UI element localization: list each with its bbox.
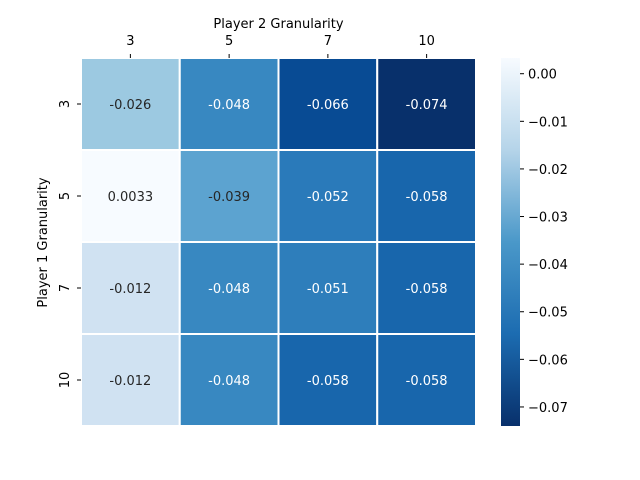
colorbar-tick-label: 0.00 [528, 68, 557, 83]
cell-annotation: -0.039 [208, 190, 250, 205]
cell-annotation: -0.058 [307, 374, 349, 389]
cell-annotation: -0.012 [109, 282, 151, 297]
colorbar: 0.00 −0.01 −0.02 −0.03 −0.04 −0.05 −0.06 −0.07 [501, 58, 568, 426]
heatmap-cell [178, 57, 280, 151]
heatmap-cell [80, 333, 181, 427]
colorbar-tick-label: −0.04 [528, 258, 568, 273]
heatmap-cell [376, 333, 477, 427]
y-tick-label: 7 [58, 284, 73, 292]
y-tick-label: 3 [58, 100, 73, 108]
cell-annotation: -0.074 [406, 98, 448, 113]
cell-annotation: -0.066 [307, 98, 349, 113]
y-axis: 3 5 7 10 [58, 100, 81, 388]
colorbar-tick-label: −0.05 [528, 306, 568, 321]
heatmap-cell [178, 149, 280, 243]
colorbar-tick-label: −0.02 [528, 163, 568, 178]
x-tick-label: 10 [418, 34, 435, 49]
cell-annotation: -0.048 [208, 98, 250, 113]
x-tick-label: 5 [225, 34, 233, 49]
cell-annotation: -0.026 [109, 98, 151, 113]
x-tick-label: 7 [324, 34, 332, 49]
y-tick-label: 5 [58, 192, 73, 200]
colorbar-gradient [501, 58, 520, 426]
cell-annotation: -0.012 [109, 374, 151, 389]
x-axis: 3 5 7 10 [126, 34, 435, 58]
colorbar-tick-label: −0.03 [528, 211, 568, 226]
cell-annotation: 0.0033 [108, 190, 154, 205]
cell-annotation: -0.048 [208, 374, 250, 389]
heatmap-cell [178, 333, 280, 427]
cell-annotations: -0.026 -0.048 -0.066 -0.074 0.0033 -0.039 -0.0… [108, 98, 448, 389]
x-axis-label: Player 2 Granularity [213, 17, 343, 32]
colorbar-tick-label: −0.07 [528, 401, 568, 416]
colorbar-ticks: 0.00 −0.01 −0.02 −0.03 −0.04 −0.05 −0.06 −0.07 [520, 68, 568, 416]
cell-annotation: -0.051 [307, 282, 349, 297]
y-axis-label: Player 1 Granularity [36, 177, 51, 307]
x-tick-label: 3 [126, 34, 134, 49]
heatmap-cell [178, 241, 280, 335]
heatmap-cell [376, 57, 477, 151]
cell-annotation: -0.058 [406, 282, 448, 297]
cell-annotation: -0.058 [406, 190, 448, 205]
cell-annotation: -0.052 [307, 190, 349, 205]
cell-annotation: -0.058 [406, 374, 448, 389]
colorbar-tick-label: −0.01 [528, 115, 568, 130]
heatmap-cell [376, 149, 477, 243]
heatmap-cells [80, 57, 477, 427]
y-tick-label: 10 [58, 372, 73, 389]
cell-annotation: -0.048 [208, 282, 250, 297]
heatmap-cell [80, 57, 181, 151]
heatmap-cell [376, 241, 477, 335]
colorbar-tick-label: −0.06 [528, 353, 568, 368]
